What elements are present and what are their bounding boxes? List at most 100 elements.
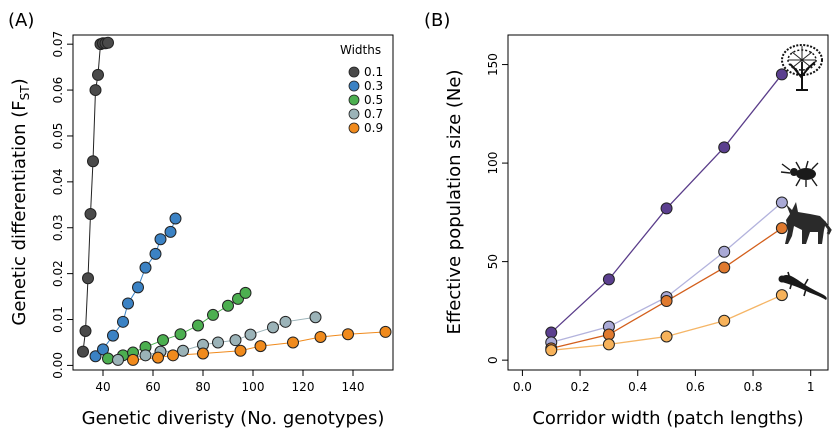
series-line-beetle (551, 202, 783, 344)
data-point-0.7 (309, 311, 322, 324)
data-point-0.3 (139, 261, 152, 274)
panel-a-legend: Widths 0.10.30.50.70.9 (340, 43, 383, 135)
data-point-0.7 (112, 353, 124, 366)
series-line-wolf (551, 227, 783, 349)
data-point-0.5 (222, 299, 234, 312)
data-point-0.1 (79, 324, 92, 337)
data-point-beetle (718, 245, 731, 258)
data-point-0.5 (174, 328, 187, 341)
panel-a-series (77, 36, 392, 366)
data-point-0.9 (314, 330, 327, 343)
x-tick-label: 140 (342, 380, 365, 394)
data-point-wolf (602, 328, 615, 341)
data-point-wolf (775, 222, 788, 235)
panel-b: (B) 0.0 0.2 0.4 0.6 0.8 1 0 50 100 150 Corridor … (424, 10, 832, 429)
x-tick-label: 120 (292, 380, 315, 394)
legend-title: Widths (340, 43, 381, 57)
data-point-0.9 (197, 347, 209, 360)
panel-a-y-ticks: 0.00 0.01 0.02 0.03 0.04 0.05 0.06 0.07 (51, 31, 73, 379)
x-tick-label: 0.2 (571, 380, 590, 394)
panel-a: (A) 40 60 80 100 120 140 0.00 0.01 0.02 0.03 0.04… (8, 10, 394, 429)
x-tick-label: 100 (242, 380, 265, 394)
panel-b-x-label: Corridor width (patch lengths) (532, 408, 803, 429)
data-point-0.9 (379, 325, 392, 338)
data-point-0.9 (287, 336, 299, 349)
data-point-0.3 (89, 350, 102, 363)
data-point-0.1 (92, 68, 104, 81)
data-point-0.7 (267, 321, 279, 334)
salamander-icon (778, 271, 827, 300)
data-point-0.3 (169, 212, 182, 225)
data-point-tree (545, 326, 558, 339)
data-point-0.1 (77, 345, 89, 358)
legend-marker (348, 122, 360, 134)
data-point-0.1 (82, 272, 94, 285)
data-point-0.5 (207, 308, 219, 321)
data-point-0.3 (97, 343, 109, 356)
x-tick-label: 0.4 (628, 380, 647, 394)
data-point-salamander (660, 330, 673, 343)
data-point-0.9 (167, 349, 179, 362)
data-point-tree (718, 141, 731, 154)
data-point-beetle (775, 196, 788, 209)
data-point-0.7 (177, 344, 189, 357)
y-label-main: Genetic differentiation (F (9, 100, 30, 325)
panel-b-x-ticks: 0.0 0.2 0.4 0.6 0.8 1 (513, 370, 815, 394)
x-tick-label: 60 (145, 380, 160, 394)
data-point-0.5 (157, 334, 169, 347)
panel-a-x-ticks: 40 60 80 100 120 140 (95, 370, 364, 394)
data-point-0.3 (154, 233, 167, 246)
panel-a-plot-frame (72, 34, 394, 371)
legend-marker (348, 80, 360, 92)
data-point-tree (775, 68, 788, 81)
legend-label: 0.5 (364, 93, 383, 107)
y-tick-label: 0.07 (51, 31, 65, 58)
data-point-0.9 (234, 344, 247, 357)
tree-icon (781, 44, 823, 91)
data-point-0.7 (279, 315, 292, 328)
data-point-0.1 (89, 84, 102, 97)
y-tick-label: 0.02 (51, 260, 65, 287)
y-tick-label: 150 (486, 53, 500, 76)
data-point-salamander (775, 289, 788, 302)
y-label-sub: ST (18, 85, 32, 101)
data-point-0.7 (244, 328, 257, 341)
data-point-0.9 (342, 328, 354, 341)
data-point-0.9 (254, 340, 267, 353)
legend-marker (348, 94, 360, 106)
x-tick-label: 40 (95, 380, 110, 394)
y-tick-label: 0.00 (51, 352, 65, 379)
data-point-0.5 (239, 286, 252, 299)
data-point-0.7 (229, 334, 242, 347)
data-point-wolf (660, 295, 673, 308)
data-point-0.3 (164, 225, 177, 238)
legend-label: 0.1 (364, 65, 383, 79)
data-point-0.9 (127, 353, 139, 366)
y-tick-label: 0.01 (51, 306, 65, 333)
data-point-0.7 (139, 349, 152, 362)
x-tick-label: 0.0 (513, 380, 532, 394)
panel-a-label: (A) (8, 10, 34, 31)
data-point-0.1 (102, 36, 114, 49)
data-point-tree (602, 273, 615, 286)
panel-b-label: (B) (424, 10, 450, 31)
panel-b-series (545, 68, 788, 357)
data-point-salamander (718, 314, 731, 327)
y-tick-label: 0.04 (51, 168, 65, 195)
x-tick-label: 0.8 (743, 380, 762, 394)
x-tick-label: 1 (807, 380, 815, 394)
panel-b-plot-frame (507, 34, 829, 371)
legend-label: 0.7 (364, 107, 383, 121)
data-point-salamander (602, 338, 615, 351)
data-point-0.3 (122, 297, 134, 310)
panel-b-y-label: Effective population size (Ne) (444, 70, 465, 335)
y-tick-label: 0.03 (51, 214, 65, 241)
legend-marker (348, 66, 360, 78)
data-point-tree (660, 202, 673, 215)
data-point-0.5 (192, 319, 204, 332)
panel-a-y-label: Genetic differentiation (FST) (9, 78, 32, 325)
legend-label: 0.3 (364, 79, 383, 93)
data-point-0.7 (212, 336, 224, 349)
x-tick-label: 0.6 (686, 380, 705, 394)
